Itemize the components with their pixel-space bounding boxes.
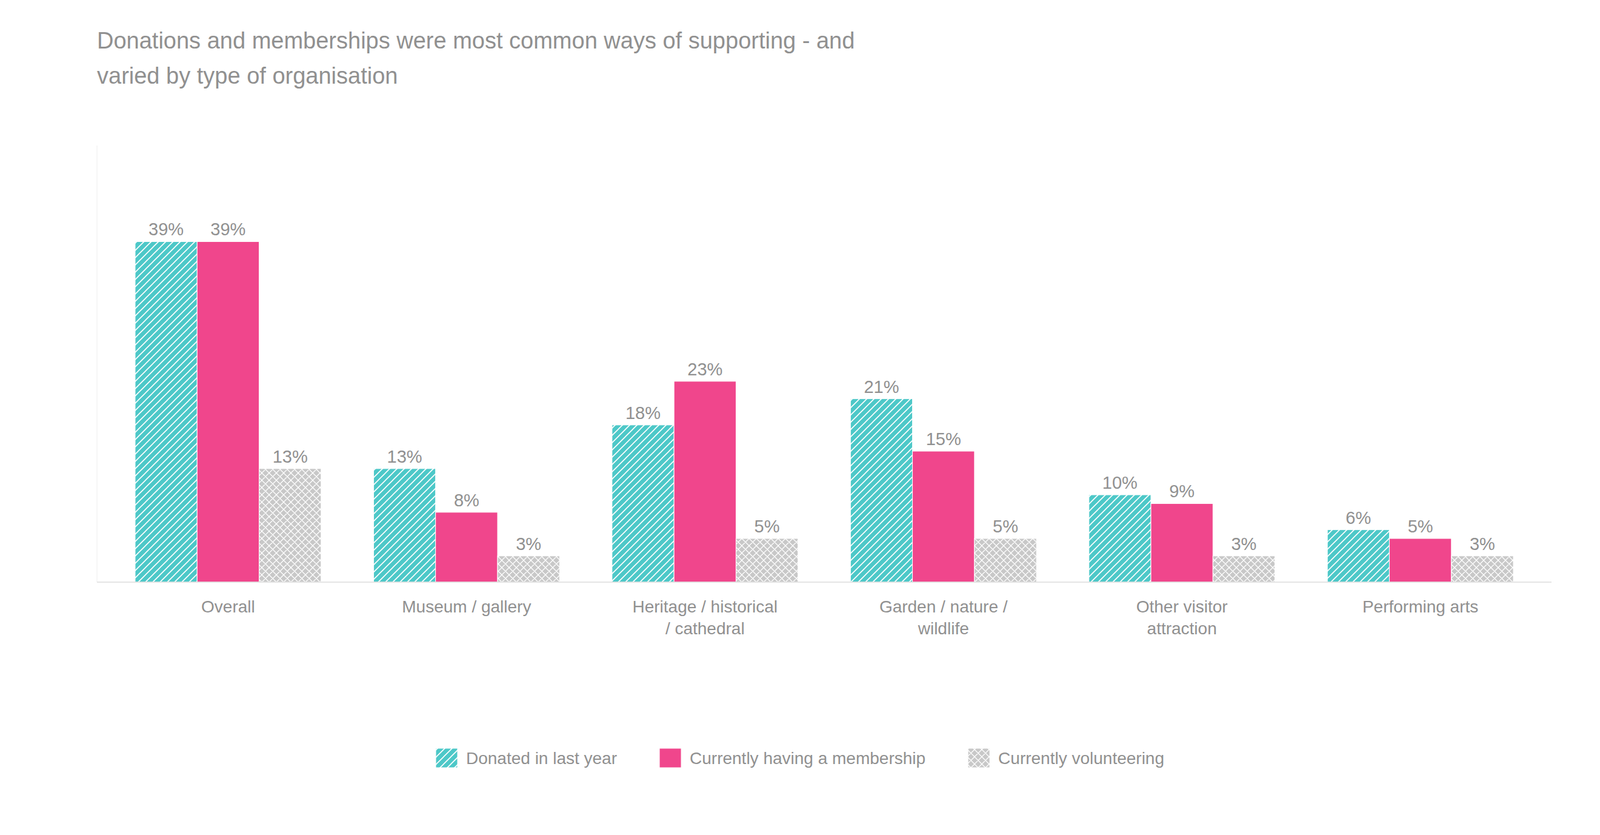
data-label: 13% (272, 446, 308, 467)
legend-label: Currently having a membership (689, 748, 926, 768)
bar (1089, 494, 1151, 582)
legend-item: Currently having a membership (659, 747, 926, 768)
legend-swatch (659, 747, 682, 768)
bar (673, 381, 736, 582)
bars (135, 241, 1514, 582)
data-label: 5% (992, 516, 1019, 536)
x-tick-label: Garden / nature /wildlife (879, 596, 1008, 638)
x-tick-label: Overall (201, 596, 256, 616)
data-label: 3% (1230, 533, 1257, 554)
data-label: 39% (210, 219, 246, 239)
data-label: 10% (1102, 472, 1138, 493)
title: Donations and memberships were most comm… (96, 27, 855, 89)
bar (1451, 555, 1514, 582)
data-label: 23% (687, 359, 723, 379)
chart-container: Donations and memberships were most comm… (0, 0, 1600, 835)
legend-swatch (435, 747, 458, 768)
bar (373, 468, 436, 582)
data-label: 5% (754, 516, 780, 536)
legend-item: Currently volunteering (967, 747, 1165, 768)
bar (497, 555, 560, 582)
x-tick-label: Other visitorattraction (1136, 596, 1228, 638)
bar (259, 468, 322, 582)
background (0, 0, 1600, 835)
bar (850, 398, 913, 582)
data-label: 9% (1169, 481, 1195, 501)
chart: Donations and memberships were most comm… (0, 0, 1600, 835)
bar (1212, 555, 1275, 582)
legend-item: Donated in last year (435, 747, 617, 768)
bar (1150, 503, 1213, 582)
bar (612, 424, 674, 582)
data-label: 6% (1345, 507, 1371, 528)
data-label: 8% (453, 490, 480, 510)
bar (435, 512, 498, 582)
data-label: 18% (625, 403, 661, 423)
bar (912, 450, 975, 582)
bar (1389, 538, 1451, 582)
legend: Donated in last year Currently having a m… (435, 747, 1165, 768)
data-label: 21% (863, 376, 899, 397)
bar (135, 241, 197, 582)
data-label: 5% (1407, 516, 1434, 536)
x-axis-line (96, 581, 1552, 583)
bar (196, 241, 259, 582)
data-label: 13% (387, 446, 423, 467)
legend-label: Currently volunteering (998, 748, 1165, 768)
x-tick-label: Performing arts (1362, 596, 1479, 616)
data-labels: 39% 13% 18% 21% 10% 6% 39% 8% 23% 15% 9% 5% 13% 3% 5% 5… (148, 219, 1496, 553)
x-tick-label: Museum / gallery (401, 596, 531, 616)
bar (1327, 529, 1390, 582)
data-label: 3% (1469, 533, 1496, 554)
y-axis-line (96, 145, 98, 582)
legend-swatch (967, 747, 990, 768)
data-label: 39% (148, 219, 184, 239)
x-tick-label: Heritage / historical/ cathedral (632, 596, 778, 638)
bar (974, 538, 1037, 582)
data-label: 3% (515, 533, 542, 554)
data-label: 15% (926, 429, 962, 449)
bar (735, 538, 798, 582)
legend-label: Donated in last year (466, 748, 617, 768)
